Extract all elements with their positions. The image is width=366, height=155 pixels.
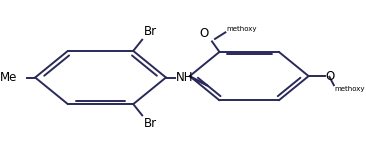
Text: Me: Me: [0, 71, 17, 84]
Text: Br: Br: [143, 117, 157, 130]
Text: O: O: [326, 70, 335, 83]
Text: methoxy: methoxy: [226, 26, 257, 32]
Text: O: O: [200, 27, 209, 40]
Text: Br: Br: [143, 25, 157, 38]
Text: methoxy: methoxy: [335, 86, 365, 92]
Text: NH: NH: [176, 71, 194, 84]
